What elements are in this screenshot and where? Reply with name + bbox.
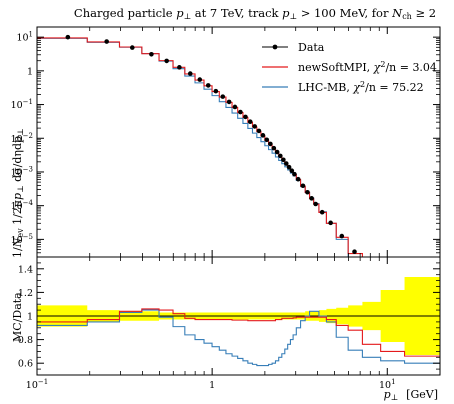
data-point bbox=[220, 94, 226, 99]
ratio-y-tick-label: 1.4 bbox=[18, 264, 33, 275]
main-plot-content bbox=[37, 34, 363, 257]
data-point bbox=[177, 65, 182, 70]
data-point bbox=[271, 145, 277, 151]
data-point bbox=[247, 119, 253, 124]
data-point bbox=[283, 161, 289, 166]
legend: Data newSoftMPI, χ2/n = 3.04 LHC-MB, χ2/… bbox=[262, 41, 437, 94]
data-point bbox=[226, 99, 232, 105]
legend-data-label: Data bbox=[298, 41, 325, 54]
data-point bbox=[197, 77, 203, 82]
ratio-y-tick-label: 0.6 bbox=[18, 359, 33, 370]
y-tick-label: 10−2 bbox=[11, 132, 33, 145]
ratio-x-axis: 10−1 1 101 bbox=[26, 27, 441, 391]
x-tick-label: 1 bbox=[209, 380, 215, 391]
data-point bbox=[260, 133, 266, 138]
ratio-plot: 0.6 0.8 1 1.2 1.4 10−1 1 101 bbox=[18, 27, 441, 391]
data-point bbox=[187, 71, 193, 76]
data-point bbox=[149, 51, 154, 57]
main-plot: 101 1 10−1 10−2 10−3 10−4 10−5 bbox=[11, 26, 441, 258]
data-point bbox=[300, 183, 306, 189]
y-tick-label: 10−3 bbox=[11, 165, 33, 178]
data-point bbox=[328, 220, 333, 226]
data-point bbox=[352, 249, 357, 255]
data-point bbox=[256, 128, 262, 134]
data-point bbox=[278, 153, 283, 159]
y-tick-label: 101 bbox=[16, 31, 33, 44]
y-tick-label: 1 bbox=[27, 66, 33, 77]
data-point bbox=[289, 168, 295, 173]
x-axis-label: p⊥ [GeV] bbox=[384, 388, 438, 402]
data-point bbox=[205, 83, 211, 88]
x-tick-label: 10−1 bbox=[26, 378, 48, 391]
legend-data-marker bbox=[272, 44, 278, 50]
data-point bbox=[309, 196, 314, 201]
data-point bbox=[232, 104, 238, 110]
data-point bbox=[164, 58, 169, 64]
main-y-axis: 101 1 10−1 10−2 10−3 10−4 10−5 bbox=[11, 26, 440, 258]
ratio-y-tick-label: 1.2 bbox=[18, 288, 33, 299]
data-point bbox=[238, 109, 243, 115]
ratio-series-lhcmb-line bbox=[37, 309, 440, 367]
ratio-y-tick-label: 0.8 bbox=[18, 335, 33, 346]
data-point bbox=[319, 209, 325, 215]
data-point bbox=[313, 201, 318, 207]
ratio-series-newsoftmpi-line bbox=[37, 308, 440, 357]
y-tick-label: 10−5 bbox=[11, 233, 33, 246]
y-tick-label: 10−4 bbox=[11, 199, 34, 212]
legend-newsoftmpi-label: newSoftMPI, χ2/n = 3.04 bbox=[298, 60, 437, 74]
data-point bbox=[268, 141, 273, 147]
data-point bbox=[286, 164, 292, 170]
data-point bbox=[295, 176, 301, 182]
legend-lhcmb-label: LHC-MB, χ2/n = 75.22 bbox=[298, 80, 424, 94]
ratio-plot-content bbox=[37, 277, 440, 367]
data-point bbox=[243, 114, 248, 120]
ratio-y-tick-label: 1 bbox=[27, 312, 33, 323]
data-point bbox=[305, 189, 310, 195]
ratio-y-axis: 0.6 0.8 1 1.2 1.4 bbox=[18, 262, 440, 370]
data-point bbox=[252, 124, 257, 129]
chart-title: Charged particle p⊥ at 7 TeV, track p⊥ >… bbox=[74, 6, 436, 21]
data-point bbox=[339, 233, 345, 239]
data-point bbox=[129, 45, 135, 50]
data-point bbox=[65, 34, 71, 40]
ratio-y-axis-label: MC/Data bbox=[11, 292, 24, 342]
data-point bbox=[104, 39, 109, 44]
data-point bbox=[292, 171, 297, 177]
data-point bbox=[274, 149, 280, 155]
data-point bbox=[213, 88, 219, 94]
x-tick-label: 101 bbox=[379, 378, 396, 391]
y-tick-label: 10−1 bbox=[11, 98, 33, 111]
main-y-axis-label: 1/Nev 1/2πp⊥ dσ/dηdp⊥ bbox=[11, 128, 25, 258]
data-point bbox=[264, 137, 270, 143]
data-point bbox=[281, 157, 286, 163]
